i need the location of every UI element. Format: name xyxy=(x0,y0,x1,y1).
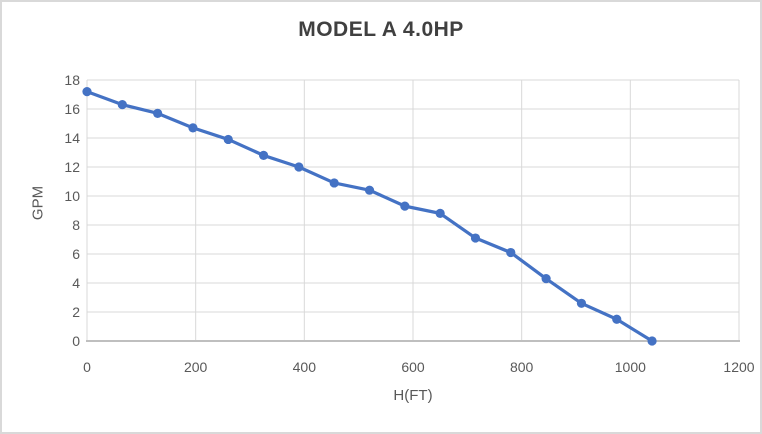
data-point-marker xyxy=(117,100,127,110)
data-point-marker xyxy=(294,162,304,172)
y-tick-label: 4 xyxy=(72,275,80,291)
x-tick-label: 600 xyxy=(401,359,425,375)
data-point-marker xyxy=(647,336,657,346)
data-point-marker xyxy=(364,185,375,195)
data-point-marker xyxy=(506,247,516,258)
data-point-marker xyxy=(400,201,410,211)
x-tick-label: 1200 xyxy=(723,359,754,375)
data-point-marker xyxy=(470,233,481,243)
tick-labels: 0 2 4 6 8 10 12 14 16 18 0 200 400 600 800 1000 1200 xyxy=(64,72,754,375)
data-point-marker xyxy=(188,123,198,133)
data-point-marker xyxy=(258,150,269,160)
y-tick-label: 10 xyxy=(64,188,80,204)
x-axis-title: H(FT) xyxy=(393,387,433,404)
x-tick-label: 400 xyxy=(293,359,317,375)
data-point-marker xyxy=(329,178,339,188)
y-tick-label: 8 xyxy=(72,217,80,233)
data-point-marker xyxy=(82,87,92,97)
x-tick-label: 1000 xyxy=(615,359,646,375)
series-markers xyxy=(82,87,657,346)
x-tick-label: 200 xyxy=(184,359,208,375)
y-tick-label: 14 xyxy=(64,130,80,146)
data-point-marker xyxy=(576,298,587,308)
y-tick-label: 16 xyxy=(64,101,80,117)
chart-title: MODEL A 4.0HP xyxy=(298,18,464,41)
data-point-marker xyxy=(153,108,163,118)
y-tick-label: 2 xyxy=(72,304,80,320)
data-point-marker xyxy=(223,134,233,145)
x-tick-label: 0 xyxy=(83,359,91,375)
data-point-marker xyxy=(612,314,622,324)
y-tick-label: 18 xyxy=(64,72,80,88)
gridlines xyxy=(86,79,740,342)
data-point-marker xyxy=(435,208,445,218)
y-tick-label: 6 xyxy=(72,246,80,262)
x-tick-label: 800 xyxy=(510,359,534,375)
series-line xyxy=(85,89,654,343)
data-point-marker xyxy=(541,274,551,284)
y-tick-label: 12 xyxy=(64,159,80,175)
y-tick-label: 0 xyxy=(72,333,80,349)
